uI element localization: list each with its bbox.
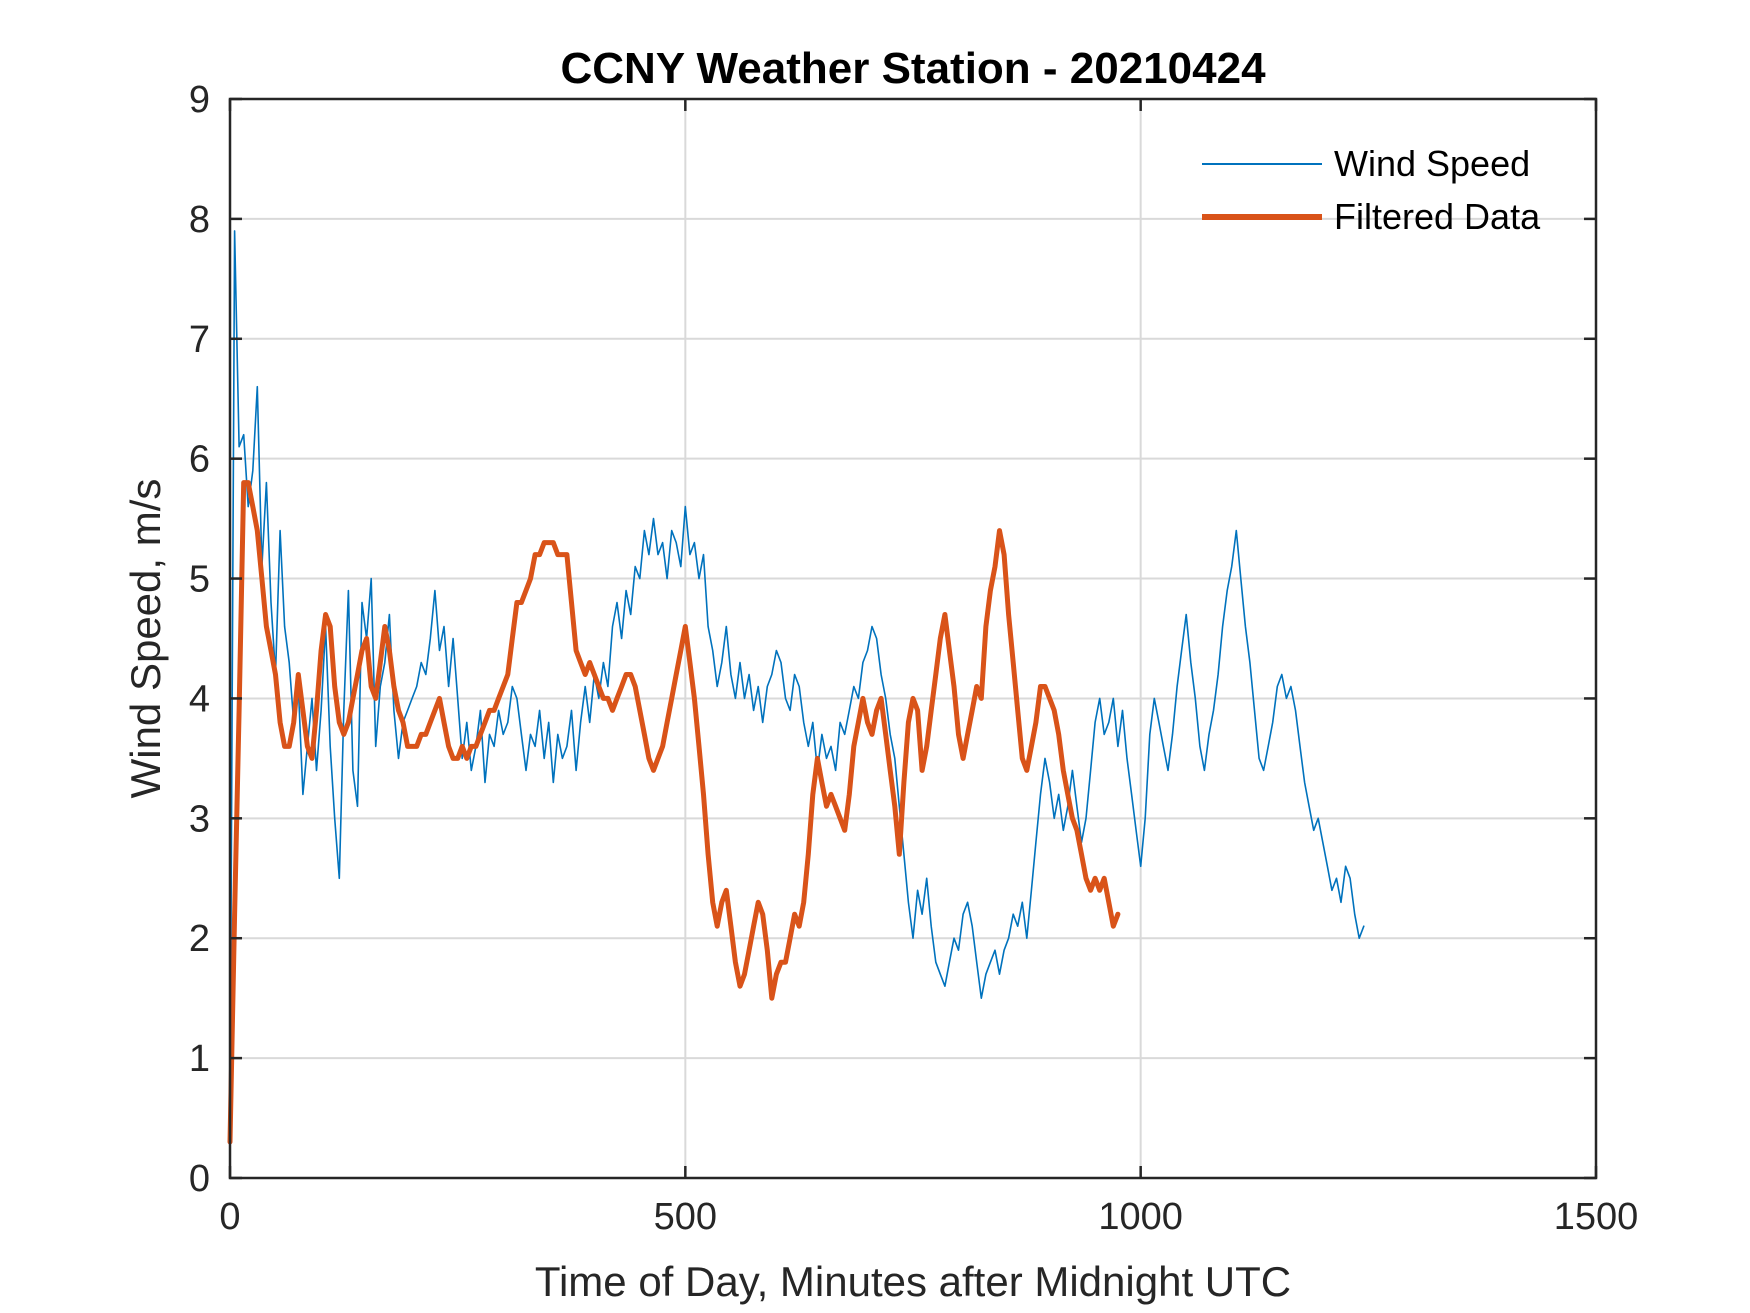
legend-label-wind-speed: Wind Speed	[1334, 143, 1530, 184]
plot-frame	[228, 97, 1598, 1180]
legend-label-filtered-data: Filtered Data	[1334, 196, 1541, 237]
legend: Wind Speed Filtered Data	[1202, 143, 1541, 237]
filtered-data-line	[227, 480, 1121, 1145]
y-tick-label: 2	[189, 918, 210, 960]
axis-ticks: 0 500 1000 1500 0 1 2 3 4 5 6 7 8 9	[189, 79, 1638, 1238]
x-axis-label: Time of Day, Minutes after Midnight UTC	[535, 1258, 1291, 1305]
y-axis-label: Wind Speed, m/s	[122, 479, 169, 799]
x-tick-label: 1000	[1098, 1196, 1183, 1238]
x-tick-label: 500	[654, 1196, 717, 1238]
x-tick-label: 0	[219, 1196, 240, 1238]
y-tick-label: 6	[189, 439, 210, 481]
plot-area	[230, 99, 1596, 1178]
y-tick-label: 5	[189, 559, 210, 601]
y-tick-label: 8	[189, 199, 210, 241]
y-tick-label: 7	[189, 319, 210, 361]
series-group	[227, 230, 1365, 1145]
y-tick-label: 9	[189, 79, 210, 121]
x-tick-label: 1500	[1554, 1196, 1639, 1238]
wind-speed-line	[229, 230, 1365, 1119]
y-tick-label: 3	[189, 798, 210, 840]
y-tick-label: 4	[189, 678, 210, 720]
y-tick-label: 1	[189, 1038, 210, 1080]
y-tick-label: 0	[189, 1158, 210, 1200]
chart-title: CCNY Weather Station - 20210424	[560, 44, 1266, 93]
